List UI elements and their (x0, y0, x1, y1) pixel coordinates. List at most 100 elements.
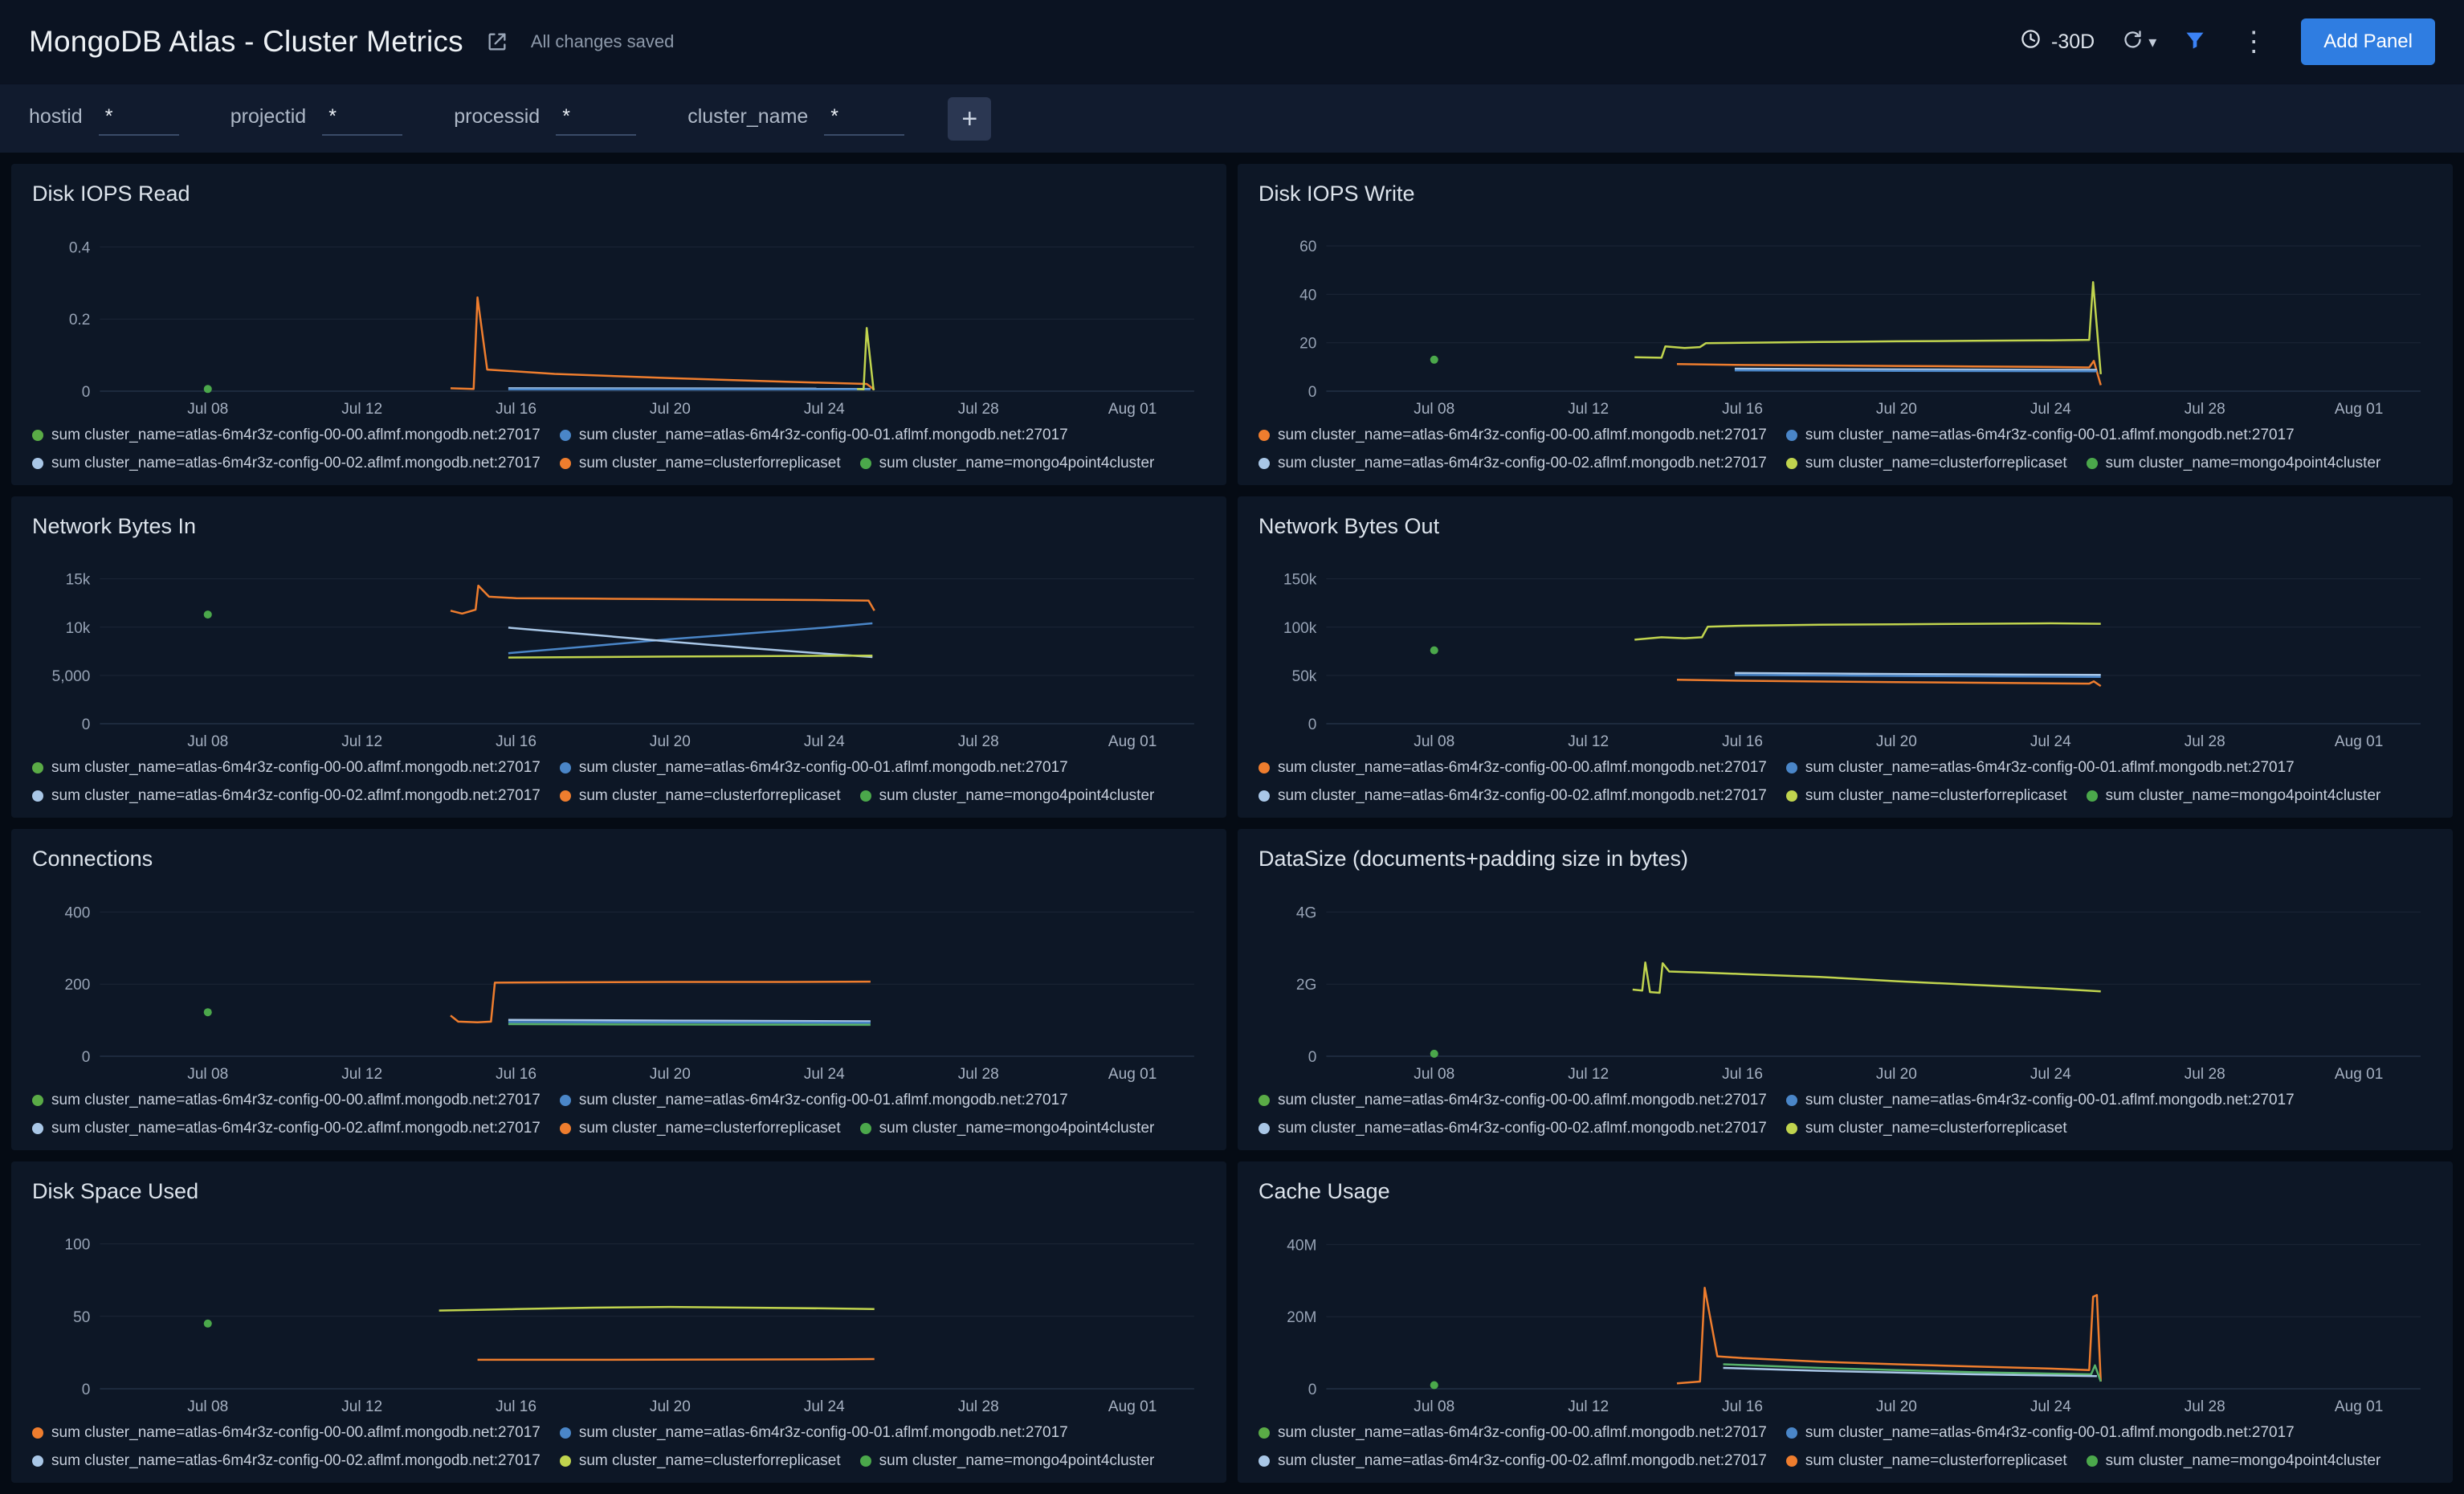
series-color-dot (1259, 430, 1270, 441)
svg-text:Jul 20: Jul 20 (650, 733, 691, 750)
legend-item[interactable]: sum cluster_name=mongo4point4cluster (2086, 455, 2381, 472)
chart-legend: sum cluster_name=atlas-6m4r3z-config-00-… (1259, 1092, 2432, 1137)
svg-text:40: 40 (1299, 287, 1316, 304)
legend-item[interactable]: sum cluster_name=atlas-6m4r3z-config-00-… (1785, 1092, 2295, 1109)
legend-item[interactable]: sum cluster_name=mongo4point4cluster (2086, 787, 2381, 805)
svg-text:0: 0 (1308, 384, 1317, 401)
legend-item[interactable]: sum cluster_name=atlas-6m4r3z-config-00-… (1259, 759, 1767, 777)
disk-space-used-chart[interactable]: 0 50 100 Jul 08 Jul 12 Jul 16 Jul 20 Jul 24 Jul … (32, 1214, 1205, 1416)
svg-text:0: 0 (82, 384, 91, 401)
svg-text:Jul 24: Jul 24 (804, 733, 845, 750)
time-range-label: -30D (2051, 30, 2095, 53)
panel-disk-iops-read: Disk IOPS Read 0 0.2 0.4 Jul 08 Jul 12 Jul 16… (11, 164, 1226, 485)
legend-item[interactable]: sum cluster_name=atlas-6m4r3z-config-00-… (1259, 455, 1767, 472)
legend-item[interactable]: sum cluster_name=mongo4point4cluster (2086, 1452, 2380, 1470)
refresh-button[interactable]: ▾ (2122, 29, 2156, 55)
add-panel-button[interactable]: Add Panel (2301, 18, 2435, 65)
filter-processid-input[interactable]: * (556, 102, 637, 136)
panel-network-bytes-out: Network Bytes Out 0 50k 100k 150k Jul 08 Jul … (1238, 496, 2453, 818)
legend-item[interactable]: sum cluster_name=atlas-6m4r3z-config-00-… (1259, 787, 1767, 805)
series-color-dot (1785, 790, 1797, 802)
share-icon[interactable] (486, 31, 508, 53)
legend-item[interactable]: sum cluster_name=atlas-6m4r3z-config-00-… (32, 759, 541, 777)
svg-text:400: 400 (65, 904, 91, 921)
series-color-dot (1785, 1123, 1797, 1134)
series-color-dot (1259, 458, 1270, 469)
svg-text:Jul 24: Jul 24 (2030, 1398, 2071, 1415)
legend-item[interactable]: sum cluster_name=atlas-6m4r3z-config-00-… (32, 1120, 541, 1137)
legend-item[interactable]: sum cluster_name=clusterforreplicaset (1785, 787, 2067, 805)
legend-item[interactable]: sum cluster_name=atlas-6m4r3z-config-00-… (1259, 1092, 1767, 1109)
legend-item[interactable]: sum cluster_name=atlas-6m4r3z-config-00-… (559, 427, 1068, 444)
line-chart-svg: 0 50 100 Jul 08 Jul 12 Jul 16 Jul 20 Jul 24 Jul … (65, 1237, 1194, 1415)
series-color-dot (1259, 1455, 1270, 1467)
svg-text:Jul 28: Jul 28 (958, 401, 999, 418)
disk-iops-write-chart[interactable]: 0 20 40 60 Jul 08 Jul 12 Jul 16 Jul 20 Jul 24 Jul… (1259, 216, 2432, 418)
svg-text:Jul 24: Jul 24 (804, 1066, 845, 1083)
legend-item[interactable]: sum cluster_name=mongo4point4cluster (859, 1120, 1154, 1137)
svg-text:Jul 20: Jul 20 (650, 1398, 691, 1415)
legend-item[interactable]: sum cluster_name=atlas-6m4r3z-config-00-… (32, 455, 541, 472)
legend-item[interactable]: sum cluster_name=clusterforreplicaset (559, 1452, 841, 1470)
legend-label: sum cluster_name=mongo4point4cluster (2105, 455, 2381, 471)
svg-text:Jul 24: Jul 24 (2030, 401, 2071, 418)
legend-item[interactable]: sum cluster_name=atlas-6m4r3z-config-00-… (1785, 427, 2295, 444)
legend-item[interactable]: sum cluster_name=atlas-6m4r3z-config-00-… (32, 427, 541, 444)
legend-label: sum cluster_name=clusterforreplicaset (1805, 787, 2067, 804)
filter-cluster-name-input[interactable]: * (824, 102, 905, 136)
line-chart-svg: 0 2G 4G Jul 08 Jul 12 Jul 16 Jul 20 Jul 24 Jul 2… (1296, 904, 2421, 1083)
legend-item[interactable]: sum cluster_name=atlas-6m4r3z-config-00-… (1785, 759, 2295, 777)
legend-item[interactable]: sum cluster_name=clusterforreplicaset (1785, 455, 2067, 472)
panel-title: Network Bytes Out (1259, 514, 1440, 538)
legend-item[interactable]: sum cluster_name=atlas-6m4r3z-config-00-… (1259, 427, 1767, 444)
network-bytes-out-chart[interactable]: 0 50k 100k 150k Jul 08 Jul 12 Jul 16 Jul 20 Jul … (1259, 549, 2432, 751)
legend-item[interactable]: sum cluster_name=mongo4point4cluster (859, 1452, 1154, 1470)
legend-item[interactable]: sum cluster_name=clusterforreplicaset (559, 1120, 841, 1137)
legend-label: sum cluster_name=mongo4point4cluster (2105, 787, 2381, 804)
legend-item[interactable]: sum cluster_name=clusterforreplicaset (1785, 1452, 2067, 1470)
legend-item[interactable]: sum cluster_name=atlas-6m4r3z-config-00-… (1259, 1424, 1767, 1442)
svg-text:Jul 08: Jul 08 (187, 401, 228, 418)
legend-label: sum cluster_name=clusterforreplicaset (578, 1452, 841, 1469)
svg-text:40M: 40M (1287, 1237, 1316, 1254)
filter-hostid-input[interactable]: * (98, 102, 179, 136)
legend-item[interactable]: sum cluster_name=mongo4point4cluster (859, 455, 1154, 472)
svg-text:Jul 08: Jul 08 (187, 1066, 228, 1083)
disk-iops-read-chart[interactable]: 0 0.2 0.4 Jul 08 Jul 12 Jul 16 Jul 20 Jul 24 Jul… (32, 216, 1205, 418)
legend-item[interactable]: sum cluster_name=clusterforreplicaset (559, 787, 841, 805)
legend-label: sum cluster_name=clusterforreplicaset (578, 455, 841, 471)
series-color-dot (1785, 1427, 1797, 1439)
cache-usage-chart[interactable]: 0 20M 40M Jul 08 Jul 12 Jul 16 Jul 20 Jul 24 Jul… (1259, 1214, 2432, 1416)
filter-projectid-input[interactable]: * (322, 102, 403, 136)
legend-item[interactable]: sum cluster_name=clusterforreplicaset (559, 455, 841, 472)
kebab-menu-icon[interactable]: ⋮ (2240, 27, 2268, 57)
legend-item[interactable]: sum cluster_name=atlas-6m4r3z-config-00-… (32, 1452, 541, 1470)
legend-item[interactable]: sum cluster_name=atlas-6m4r3z-config-00-… (559, 1424, 1068, 1442)
legend-item[interactable]: sum cluster_name=atlas-6m4r3z-config-00-… (1259, 1120, 1767, 1137)
legend-item[interactable]: sum cluster_name=clusterforreplicaset (1785, 1120, 2067, 1137)
legend-item[interactable]: sum cluster_name=atlas-6m4r3z-config-00-… (1259, 1452, 1767, 1470)
filter-button[interactable] (2184, 29, 2206, 55)
legend-item[interactable]: sum cluster_name=mongo4point4cluster (859, 787, 1154, 805)
series-color-dot (1785, 762, 1797, 774)
add-filter-button[interactable]: + (948, 96, 992, 141)
legend-item[interactable]: sum cluster_name=atlas-6m4r3z-config-00-… (559, 1092, 1068, 1109)
chevron-down-icon: ▾ (2148, 33, 2157, 51)
svg-text:Jul 24: Jul 24 (804, 401, 845, 418)
series-color-dot (2086, 1455, 2098, 1467)
chart-legend: sum cluster_name=atlas-6m4r3z-config-00-… (32, 759, 1205, 805)
datasize-chart[interactable]: 0 2G 4G Jul 08 Jul 12 Jul 16 Jul 20 Jul 24 Jul 2… (1259, 881, 2432, 1084)
legend-item[interactable]: sum cluster_name=atlas-6m4r3z-config-00-… (1785, 1424, 2295, 1442)
legend-item[interactable]: sum cluster_name=atlas-6m4r3z-config-00-… (559, 759, 1068, 777)
network-bytes-in-chart[interactable]: 0 5,000 10k 15k Jul 08 Jul 12 Jul 16 Jul 20 Jul … (32, 549, 1205, 751)
time-range-button[interactable]: -30D (2020, 28, 2095, 55)
legend-item[interactable]: sum cluster_name=atlas-6m4r3z-config-00-… (32, 1424, 541, 1442)
svg-text:0: 0 (82, 1382, 91, 1398)
legend-item[interactable]: sum cluster_name=atlas-6m4r3z-config-00-… (32, 787, 541, 805)
series-color-dot (1259, 762, 1270, 774)
svg-text:0: 0 (1308, 1049, 1317, 1066)
legend-item[interactable]: sum cluster_name=atlas-6m4r3z-config-00-… (32, 1092, 541, 1109)
svg-text:Jul 20: Jul 20 (1876, 401, 1917, 418)
panel-title: Network Bytes In (32, 514, 197, 538)
connections-chart[interactable]: 0 200 400 Jul 08 Jul 12 Jul 16 Jul 20 Jul 24 Jul… (32, 881, 1205, 1084)
